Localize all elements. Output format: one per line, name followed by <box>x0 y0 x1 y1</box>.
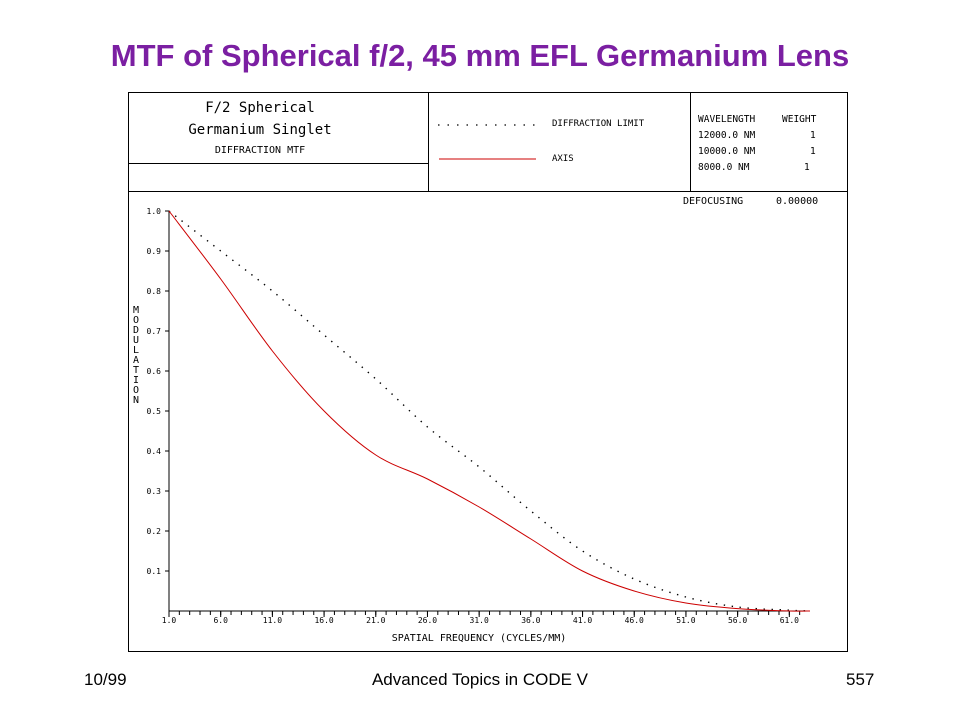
x-tick-label: 11.0 <box>263 616 282 625</box>
y-tick-label: 0.1 <box>147 567 162 576</box>
legend-diffraction-label: DIFFRACTION LIMIT <box>552 119 645 129</box>
legend-axis-label: AXIS <box>552 154 574 164</box>
y-tick-label: 0.3 <box>147 487 162 496</box>
wavelength-header: WAVELENGTH <box>698 114 755 125</box>
x-tick-label: 51.0 <box>676 616 695 625</box>
y-tick-label: 0.6 <box>147 367 162 376</box>
footer-page-number: 557 <box>846 670 875 689</box>
y-axis-title-letter: M <box>133 305 139 316</box>
y-axis-title-letter: A <box>133 355 139 366</box>
y-tick-label: 0.5 <box>147 407 162 416</box>
y-axis-title-letter: U <box>133 335 139 346</box>
slide-title: MTF of Spherical f/2, 45 mm EFL Germaniu… <box>110 38 850 73</box>
x-axis-title: SPATIAL FREQUENCY (CYCLES/MM) <box>392 633 567 644</box>
lens-title-line1: F/2 Spherical <box>205 100 315 116</box>
wavelength-2: 10000.0 NM <box>698 146 755 157</box>
x-tick-label: 36.0 <box>521 616 540 625</box>
x-tick-label: 26.0 <box>418 616 437 625</box>
wavelength-3: 8000.0 NM <box>698 162 750 173</box>
x-tick-label: 21.0 <box>366 616 385 625</box>
y-axis-title-letter: N <box>133 395 139 406</box>
x-tick-label: 61.0 <box>780 616 799 625</box>
y-tick-label: 0.9 <box>147 247 162 256</box>
weight-header: WEIGHT <box>782 114 817 125</box>
y-tick-label: 0.8 <box>147 287 162 296</box>
defocus-value: 0.00000 <box>776 196 818 207</box>
series-layer <box>168 210 811 612</box>
axis-mtf-curve <box>168 210 811 612</box>
y-axis-title-letter: T <box>133 365 139 376</box>
y-tick-label: 0.4 <box>147 447 162 456</box>
mtf-chart: F/2 Spherical Germanium Singlet DIFFRACT… <box>128 92 848 652</box>
y-axis-title-letter: I <box>133 375 139 386</box>
y-axis-title-letter: D <box>133 325 139 336</box>
footer-course: Advanced Topics in CODE V <box>371 670 589 689</box>
diffraction-limit-curve <box>168 210 811 612</box>
wavelength-1: 12000.0 NM <box>698 130 755 141</box>
x-tick-label: 6.0 <box>213 616 228 625</box>
weight-1: 1 <box>810 130 816 141</box>
x-tick-label: 46.0 <box>625 616 644 625</box>
defocus-label: DEFOCUSING <box>683 196 743 207</box>
chart-frame <box>128 92 848 652</box>
lens-title-line3: DIFFRACTION MTF <box>215 145 305 156</box>
axis-ticks: 1.0 6.0 11.0 16.0 21.0 26.0 31.0 36.0 41.0 46.0 51… <box>147 207 801 625</box>
y-tick-label: 0.2 <box>147 527 162 536</box>
y-tick-label: 1.0 <box>147 207 162 216</box>
x-tick-label: 41.0 <box>573 616 592 625</box>
x-tick-label: 31.0 <box>470 616 489 625</box>
y-axis-title-letter: O <box>133 315 139 326</box>
x-tick-label: 1.0 <box>162 616 177 625</box>
y-tick-label: 0.7 <box>147 327 162 336</box>
x-tick-label: 16.0 <box>314 616 333 625</box>
weight-2: 1 <box>810 146 816 157</box>
x-tick-label: 56.0 <box>728 616 747 625</box>
weight-3: 1 <box>804 162 810 173</box>
y-axis-title-letter: L <box>133 345 139 356</box>
y-axis-title-letter: O <box>133 385 139 396</box>
footer-date: 10/99 <box>84 670 127 689</box>
lens-title-line2: Germanium Singlet <box>188 122 331 138</box>
